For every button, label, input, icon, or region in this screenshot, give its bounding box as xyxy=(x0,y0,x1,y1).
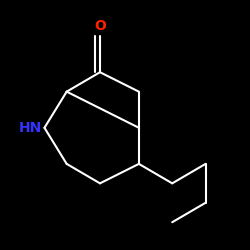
Text: O: O xyxy=(94,19,106,33)
Text: HN: HN xyxy=(18,121,42,135)
